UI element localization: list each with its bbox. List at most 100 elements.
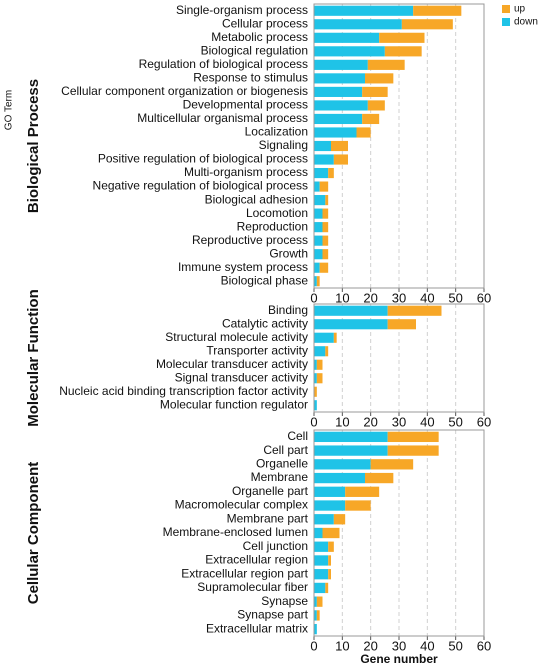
x-tick-label: 20 (363, 414, 377, 429)
bar-segment (328, 569, 331, 580)
panel-title: Cellular Component (25, 462, 42, 605)
y-tick-label: Binding (268, 303, 308, 317)
bar-segment (314, 46, 385, 57)
y-tick-label: Regulation of biological process (139, 57, 308, 71)
y-tick-label: Structural molecule activity (165, 330, 308, 344)
bar-segment (314, 208, 323, 219)
y-tick-label: Catalytic activity (222, 316, 308, 330)
x-tick-label: 60 (477, 638, 491, 653)
y-tick-label: Metabolic process (211, 30, 308, 44)
bar-segment (314, 167, 329, 179)
bar-segment (314, 32, 380, 43)
panel-title: Biological Process (25, 79, 42, 213)
bar-segment (328, 541, 334, 552)
bar-segment (314, 623, 317, 635)
bar-segment (322, 222, 329, 233)
y-tick-label: Signal transducer activity (175, 370, 308, 384)
y-tick-label: Synapse (261, 594, 308, 608)
y-tick-label: Signaling (259, 138, 308, 152)
y-tick-label: Biological regulation (201, 44, 308, 58)
x-tick-label: 40 (420, 414, 434, 429)
bar-segment (333, 154, 348, 165)
bar-segment (379, 32, 425, 43)
x-tick-label: 20 (363, 638, 377, 653)
x-tick-label: 50 (448, 290, 462, 305)
bar-segment (413, 5, 462, 16)
bar-segment (314, 181, 320, 192)
y-tick-label: Organelle part (232, 484, 309, 498)
bar-segment (328, 555, 331, 566)
bar-segment (322, 249, 329, 260)
bar-segment (314, 527, 323, 539)
bar-segment (401, 19, 453, 30)
bar-segment (316, 596, 323, 607)
bar-segment (314, 386, 317, 397)
y-tick-label: Transporter activity (206, 343, 308, 357)
y-tick-label: Macromolecular complex (175, 498, 308, 512)
x-tick-label: 40 (420, 638, 434, 653)
x-tick-label: 40 (420, 290, 434, 305)
bar-segment (314, 569, 329, 580)
bar-segment (314, 305, 388, 316)
y-tick-label: Biological phase (221, 273, 309, 287)
y-tick-label: Membrane (251, 470, 309, 484)
bar-segment (314, 373, 317, 384)
x-tick-label: 20 (363, 290, 377, 305)
x-tick-label: 0 (310, 414, 317, 429)
bar-segment (333, 514, 346, 525)
bar-segment (314, 431, 388, 443)
legend-label: down (514, 17, 538, 28)
bar-segment (331, 140, 348, 152)
y-tick-label: Multi-organism process (184, 165, 308, 179)
panel-title: Molecular Function (25, 289, 42, 427)
y-tick-label: Cell junction (243, 539, 308, 553)
plot-frame (313, 3, 485, 289)
bar-segment (387, 319, 416, 330)
bar-segment (387, 305, 442, 316)
bar-segment (314, 73, 365, 84)
y-tick-label: Membrane-enclosed lumen (163, 525, 308, 539)
bar-segment (322, 208, 329, 219)
y-tick-label: Extracellular matrix (206, 621, 308, 635)
y-tick-label: Cellular component organization or bioge… (61, 84, 308, 98)
x-tick-label: 10 (335, 414, 349, 429)
bar-segment (362, 113, 380, 125)
bar-segment (314, 100, 368, 111)
bar-segment (314, 596, 317, 607)
y-tick-label: Growth (269, 246, 308, 260)
y-tick-label: Locomotion (246, 206, 308, 220)
bar-segment (314, 541, 329, 552)
bar-segment (319, 181, 329, 192)
bar-segment (325, 346, 329, 357)
bar-segment (314, 140, 331, 152)
y-tick-label: Biological adhesion (205, 192, 308, 206)
bar-segment (316, 373, 323, 384)
x-tick-label: 50 (448, 638, 462, 653)
bar-segment (314, 332, 334, 343)
bar-segment (384, 46, 422, 57)
x-tick-label: 30 (392, 638, 406, 653)
x-tick-label: 60 (477, 290, 491, 305)
y-tick-label: Cell part (263, 443, 308, 457)
y-tick-label: Molecular function regulator (160, 397, 308, 411)
x-tick-label: 0 (310, 290, 317, 305)
y-tick-label: Cell (287, 429, 308, 443)
bar-segment (328, 167, 334, 179)
bar-segment (314, 127, 357, 138)
x-tick-label: 10 (335, 638, 349, 653)
y-tick-label: Synapse part (237, 608, 308, 622)
bar-segment (314, 86, 363, 97)
bar-segment (314, 235, 323, 246)
bar-segment (316, 359, 323, 370)
bar-segment (314, 472, 365, 484)
x-tick-label: 30 (392, 290, 406, 305)
bar-segment (314, 5, 414, 16)
bar-segment (345, 486, 380, 497)
y-tick-label: Nucleic acid binding transcription facto… (59, 384, 308, 398)
bar-segment (319, 262, 329, 273)
y-tick-label: Developmental process (183, 98, 308, 112)
bar-segment (316, 610, 320, 621)
y-tick-label: Reproduction (237, 219, 308, 233)
legend-label: up (514, 4, 526, 15)
